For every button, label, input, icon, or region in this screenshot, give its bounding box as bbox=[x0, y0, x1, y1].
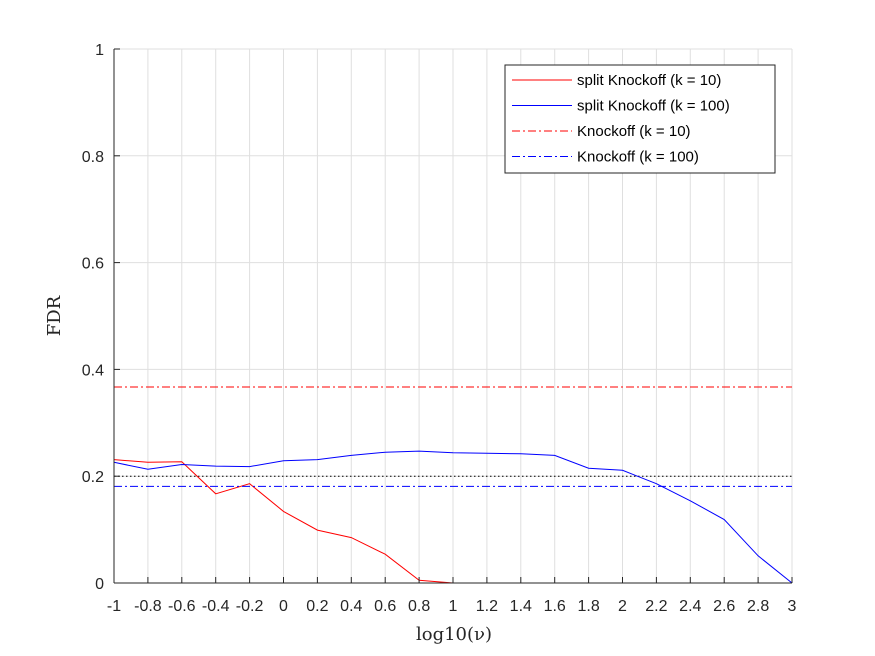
legend-box bbox=[504, 64, 776, 174]
x-tick-label: 1.4 bbox=[510, 598, 532, 615]
legend-label: split Knockoff (k = 100) bbox=[577, 98, 730, 115]
x-tick-label: 0 bbox=[279, 598, 288, 615]
legend-label: split Knockoff (k = 10) bbox=[577, 72, 721, 89]
y-axis-label: FDR bbox=[44, 295, 65, 336]
x-tick-label: 0.8 bbox=[408, 598, 430, 615]
x-tick-label: -0.2 bbox=[236, 598, 264, 615]
y-tick-label: 1 bbox=[95, 42, 104, 59]
legend-label: Knockoff (k = 10) bbox=[577, 123, 691, 140]
tick-labels: -1 -0.8 -0.6 -0.4 -0.2 0 0.2 0.4 0.6 0.8 1 1.2 1.4 1.… bbox=[82, 42, 797, 615]
x-tick-label: -0.4 bbox=[202, 598, 230, 615]
x-tick-label: 1.8 bbox=[577, 598, 599, 615]
series-line-1 bbox=[113, 450, 793, 584]
x-tick-label: -0.6 bbox=[168, 598, 196, 615]
x-tick-label: 0.4 bbox=[340, 598, 362, 615]
legend: split Knockoff (k = 10) split Knockoff (k… bbox=[504, 64, 776, 174]
x-tick-label: 2.4 bbox=[679, 598, 701, 615]
x-tick-label: 0.2 bbox=[306, 598, 328, 615]
x-tick-label: 2 bbox=[618, 598, 627, 615]
x-tick-label: 1.2 bbox=[476, 598, 498, 615]
x-tick-label: 2.2 bbox=[645, 598, 667, 615]
x-tick-label: 2.8 bbox=[747, 598, 769, 615]
x-tick-label: 1.6 bbox=[544, 598, 566, 615]
legend-label: Knockoff (k = 100) bbox=[577, 149, 699, 166]
x-tick-label: 0.6 bbox=[374, 598, 396, 615]
x-tick-label: 3 bbox=[788, 598, 797, 615]
y-tick-label: 0.8 bbox=[82, 149, 104, 166]
x-tick-label: 1 bbox=[449, 598, 458, 615]
x-tick-label: 2.6 bbox=[713, 598, 735, 615]
x-tick-label: -0.8 bbox=[134, 598, 162, 615]
x-tick-label: -1 bbox=[107, 598, 121, 615]
axes bbox=[113, 48, 793, 584]
x-axis-label: log10(ν) bbox=[416, 624, 492, 645]
y-tick-label: 0.4 bbox=[82, 362, 104, 379]
y-tick-label: 0.2 bbox=[82, 469, 104, 486]
y-tick-label: 0.6 bbox=[82, 256, 104, 273]
y-tick-label: 0 bbox=[95, 576, 104, 593]
